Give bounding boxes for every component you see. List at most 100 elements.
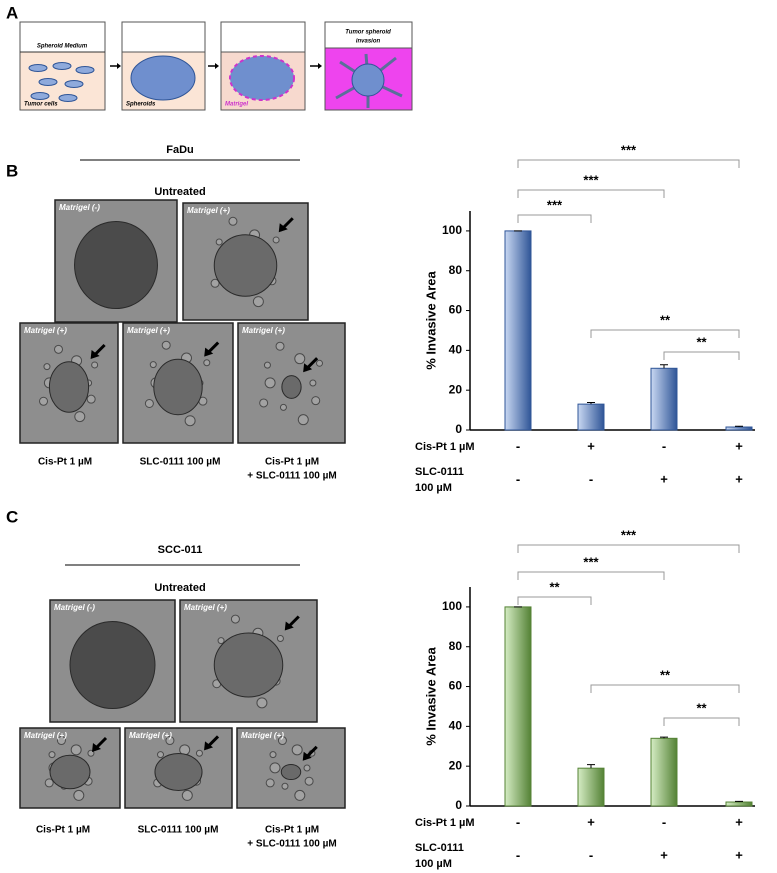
arrow-head [92, 743, 101, 752]
significance-bracket [517, 214, 592, 223]
treatment-mark: + [587, 438, 595, 453]
cell [277, 736, 287, 746]
arrow-head [278, 223, 288, 233]
caption: + SLC-0111 100 µM [247, 839, 336, 850]
image-label: Matrigel (+) [241, 731, 284, 740]
bar [650, 367, 678, 431]
treatment-mark: + [735, 438, 743, 453]
error-bar [587, 764, 595, 769]
significance-label: ** [696, 700, 707, 715]
spheroid [153, 358, 203, 416]
significance-label: *** [547, 197, 563, 212]
cell [43, 363, 51, 371]
image-label: Matrigel (-) [59, 203, 100, 212]
caption: SLC-0111 100 µM [140, 457, 221, 468]
bar [577, 403, 605, 431]
medium [220, 21, 306, 53]
cell [161, 340, 171, 350]
bar [504, 230, 532, 431]
bar [650, 737, 678, 807]
cell [316, 359, 324, 367]
bar [725, 426, 753, 431]
cell [269, 751, 277, 759]
cell [311, 396, 321, 406]
treatment-mark: - [516, 438, 520, 453]
spheroid [213, 234, 278, 297]
y-tick-label: 20 [449, 382, 463, 396]
cell [86, 394, 96, 404]
spheroid [48, 361, 90, 413]
treatment-mark: + [660, 471, 668, 486]
y-tick-label: 40 [449, 343, 463, 357]
step-label: invasion [356, 39, 381, 45]
schematic: Spheroid Medium Tumor cells Spheroids Ma… [19, 21, 413, 111]
cell [228, 216, 238, 226]
cell [48, 751, 56, 759]
cell [53, 344, 63, 354]
cell [294, 789, 306, 801]
panel-label: C [6, 507, 18, 526]
cell [269, 762, 281, 774]
step-label: Tumor spheroid [345, 30, 391, 36]
y-tick-label: 60 [449, 679, 463, 693]
significance-bracket [517, 159, 740, 168]
spheroid [281, 375, 302, 399]
significance-label: *** [583, 172, 599, 187]
caption: Cis-Pt 1 µM [265, 825, 319, 836]
cell [272, 236, 280, 244]
step-label: Tumor cells [24, 102, 58, 108]
significance-bracket [517, 571, 665, 580]
arrow-head [215, 63, 219, 69]
significance-label: ** [696, 334, 707, 349]
bar [725, 801, 753, 807]
significance-bracket [517, 544, 740, 553]
cell [210, 278, 220, 288]
y-tick-label: 80 [449, 263, 463, 277]
y-axis-title: % Invasive Area [423, 270, 438, 369]
treatment-name: SLC-0111 [415, 466, 464, 478]
cell [265, 778, 275, 788]
caption: Cis-Pt 1 µM [265, 457, 319, 468]
cell [157, 751, 165, 759]
y-tick-label: 40 [449, 719, 463, 733]
cell [70, 744, 82, 756]
medium [324, 21, 413, 49]
treatment-mark: + [587, 814, 595, 829]
step-label: Spheroid Medium [37, 44, 88, 50]
treatment-mark: + [660, 847, 668, 862]
treatment-name: Cis-Pt 1 µM [415, 817, 475, 829]
caption: Cis-Pt 1 µM [36, 825, 90, 836]
panel-label: A [6, 3, 18, 22]
cell [263, 361, 271, 369]
cell [276, 635, 284, 643]
arrow-head [117, 63, 121, 69]
significance-label: ** [660, 667, 671, 682]
bar [504, 606, 532, 807]
cell [195, 749, 203, 757]
caption: + SLC-0111 100 µM [247, 471, 336, 482]
image-label: Matrigel (+) [127, 326, 170, 335]
treatment-mark: - [589, 471, 593, 486]
micrograph [237, 322, 346, 444]
treatment-name: Cis-Pt 1 µM [415, 441, 475, 453]
significance-label: ** [549, 579, 560, 594]
cell [303, 764, 311, 772]
treatment-name: SLC-0111 [415, 842, 464, 854]
y-tick-label: 100 [442, 599, 462, 613]
error-bar [660, 364, 668, 369]
step-label: Spheroids [126, 102, 156, 108]
significance-bracket [590, 684, 740, 693]
cell [39, 396, 49, 406]
group-label: Untreated [154, 582, 205, 594]
y-tick-label: 0 [455, 422, 462, 436]
spheroid [130, 55, 196, 101]
treatment-mark: - [516, 814, 520, 829]
error-bar [660, 736, 668, 739]
treatment-mark: - [516, 471, 520, 486]
cell [74, 411, 86, 423]
cell-line: FaDu [166, 144, 194, 156]
arrow-head [90, 350, 100, 359]
cell [165, 736, 175, 746]
cell [181, 789, 193, 801]
